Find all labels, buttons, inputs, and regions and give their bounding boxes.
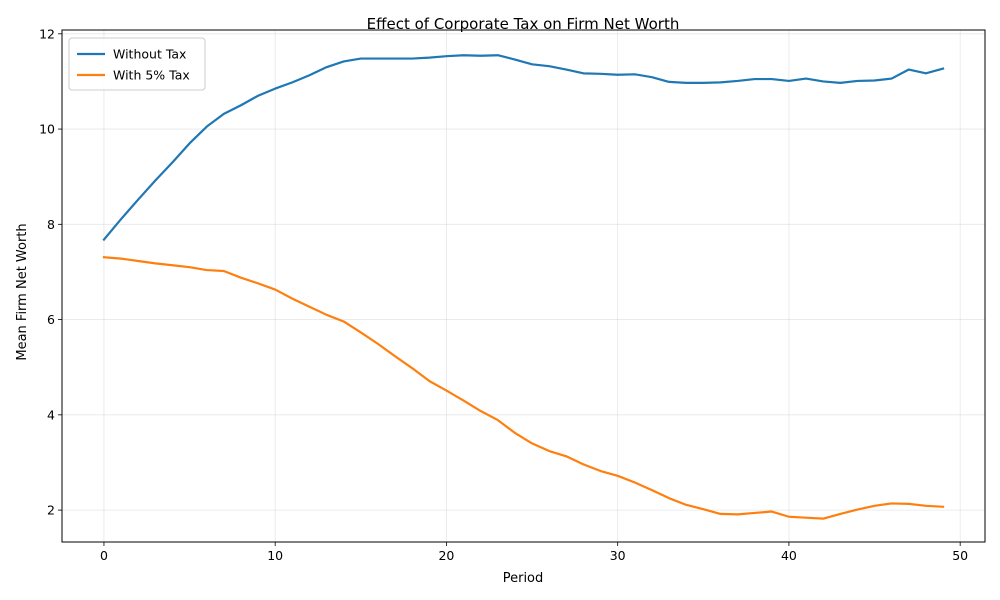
x-tick-label: 40 <box>781 548 797 563</box>
y-tick-label: 10 <box>39 122 55 137</box>
legend-box <box>68 37 206 91</box>
x-tick-label: 20 <box>438 548 454 563</box>
y-tick-label: 6 <box>47 312 55 327</box>
grid <box>62 30 985 542</box>
x-axis-ticks: 0 10 20 30 40 50 <box>100 542 968 563</box>
x-tick-label: 30 <box>610 548 626 563</box>
series-lines <box>102 54 945 520</box>
x-tick-label: 50 <box>952 548 968 563</box>
legend: Without Tax With 5% Tax <box>68 37 206 91</box>
legend-label: With 5% Tax <box>113 68 190 83</box>
x-axis-label: Period <box>503 571 544 586</box>
series-line-2 <box>102 256 945 520</box>
y-tick-label: 8 <box>47 217 55 232</box>
x-tick-label: 0 <box>100 548 108 563</box>
y-tick-label: 2 <box>47 503 55 518</box>
y-axis-ticks: 2 4 6 8 10 12 <box>39 26 62 518</box>
chart-title: Effect of Corporate Tax on Firm Net Wort… <box>367 15 680 33</box>
legend-label: Without Tax <box>113 47 186 62</box>
y-tick-label: 12 <box>39 26 55 41</box>
series-line-1 <box>102 54 945 242</box>
x-tick-label: 10 <box>267 548 283 563</box>
y-axis-label: Mean Firm Net Worth <box>15 223 30 360</box>
y-tick-label: 4 <box>47 407 55 422</box>
plot-frame <box>61 29 986 543</box>
